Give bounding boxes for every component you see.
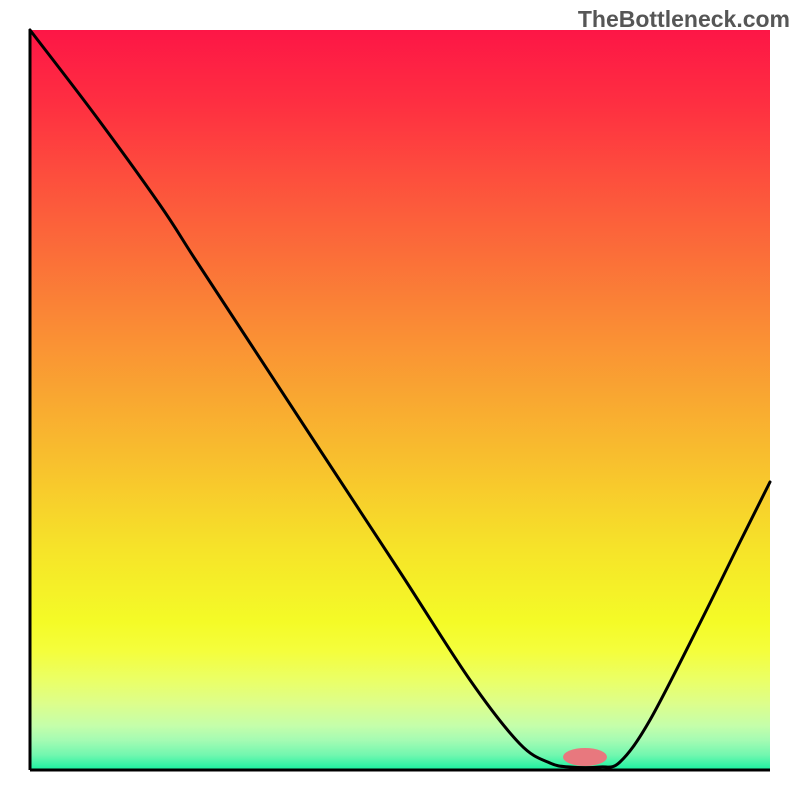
gradient-background — [30, 30, 770, 770]
chart-svg — [0, 0, 800, 800]
bottleneck-chart — [0, 0, 800, 800]
optimal-marker — [563, 748, 607, 766]
watermark-text: TheBottleneck.com — [578, 6, 790, 33]
